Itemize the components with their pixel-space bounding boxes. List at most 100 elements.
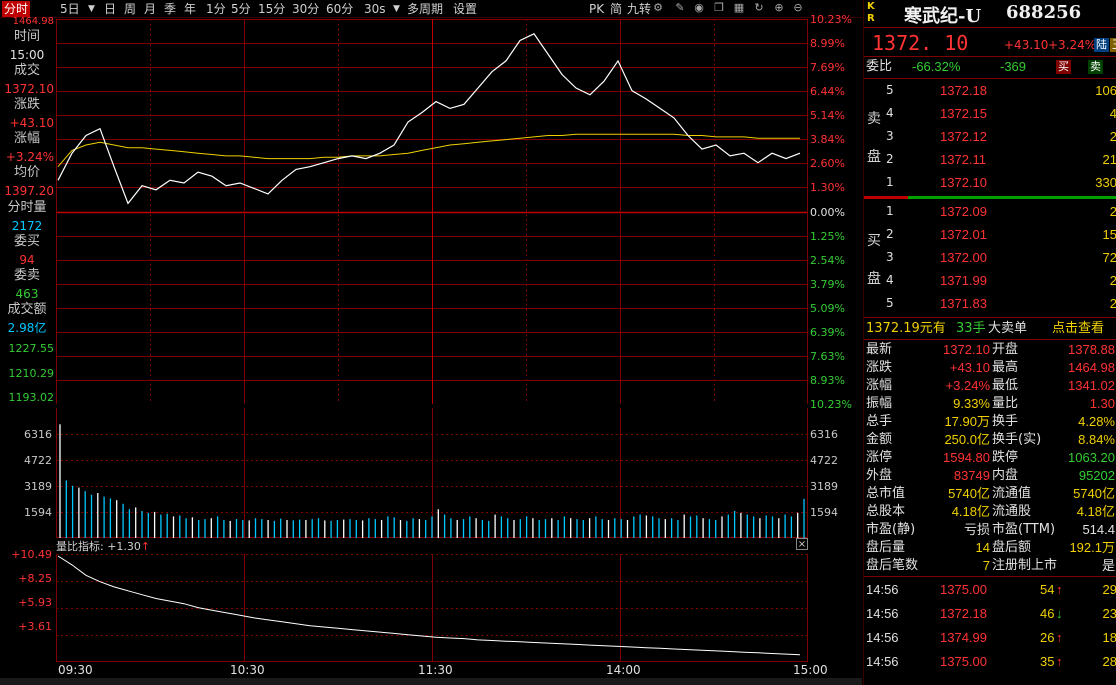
big-order-link[interactable]: 点击查看 xyxy=(1052,321,1105,336)
big-order-text: 大卖单 xyxy=(988,321,1028,336)
intraday-price-chart[interactable] xyxy=(56,19,808,404)
order-ratio-label: 委比 xyxy=(866,59,893,74)
quote-label: 最低 xyxy=(992,378,1019,393)
quote-value: 1.30 xyxy=(1089,396,1115,411)
arrow-up-icon: ↑ xyxy=(1056,630,1063,645)
order-book-row[interactable]: 2 1372.11 21 xyxy=(864,148,1116,171)
order-volume: 2 xyxy=(1109,204,1116,219)
chevron-down-icon[interactable]: ▼ xyxy=(393,4,400,14)
multi-period-button[interactable]: 多周期 xyxy=(407,2,444,16)
tick-row[interactable]: 14:56 1375.00 54 ↑ 29 xyxy=(864,578,1116,602)
time-value: 15:00 xyxy=(9,48,45,62)
order-book-row[interactable]: 3 1372.12 2 xyxy=(864,125,1116,148)
order-book-row[interactable]: 2 1372.01 15 xyxy=(864,223,1116,246)
refresh-icon[interactable]: ↻ xyxy=(754,1,764,14)
quote-value: 亏损 xyxy=(963,522,990,537)
quote-label: 盘后量 xyxy=(866,540,906,555)
nine-turn-button[interactable]: 九转 xyxy=(627,2,652,16)
tab-quarter[interactable]: 季 xyxy=(164,2,177,16)
tab-60min[interactable]: 60分 xyxy=(326,2,354,16)
order-volume: 15 xyxy=(1102,227,1116,242)
tick-time: 14:56 xyxy=(866,582,899,597)
quote-value: 514.4 xyxy=(1082,522,1115,537)
quote-panel: K R 寒武纪-U 688256 1372. 10 +43.10 +3.24% … xyxy=(863,0,1116,685)
order-level: 4 xyxy=(886,273,894,287)
tab-month[interactable]: 月 xyxy=(144,2,157,16)
order-book-row[interactable]: 1 1372.10 330 xyxy=(864,171,1116,194)
eye-icon[interactable]: ◉ xyxy=(694,1,704,14)
kr-badge-r: R xyxy=(867,13,875,24)
copy-icon[interactable]: ❐ xyxy=(714,1,724,14)
gear-icon[interactable]: ⚙ xyxy=(653,1,663,14)
order-price: 1372.11 xyxy=(940,152,987,167)
quote-label: 内盘 xyxy=(992,468,1019,483)
quote-row: 金额 250.0亿 换手(实) 8.84% xyxy=(864,431,1116,449)
order-volume: 106 xyxy=(1095,83,1116,98)
settings-button[interactable]: 设置 xyxy=(453,2,478,16)
quote-label: 最新 xyxy=(866,342,893,357)
tab-1min[interactable]: 1分 xyxy=(206,2,226,16)
pct-value: +3.24% xyxy=(5,150,54,164)
tab-15min[interactable]: 15分 xyxy=(258,2,286,16)
tab-day[interactable]: 日 xyxy=(104,2,117,16)
pct-axis: 10.23% 8.99% 7.69% 6.44% 5.14% 3.84% 2.60% 1.30… xyxy=(810,12,862,412)
chevron-down-icon[interactable]: ▼ xyxy=(88,4,95,14)
tick-volume: 26 xyxy=(1040,630,1055,645)
simple-button[interactable]: 简 xyxy=(610,2,623,16)
tick-row[interactable]: 14:56 1374.99 26 ↑ 18 xyxy=(864,626,1116,650)
quote-row: 振幅 9.33% 量比 1.30 xyxy=(864,395,1116,413)
pencil-icon[interactable]: ✎ xyxy=(675,1,685,14)
tab-week[interactable]: 周 xyxy=(124,2,137,16)
quote-value: 14 xyxy=(975,540,990,555)
order-price: 1372.00 xyxy=(940,250,987,265)
average-price-line xyxy=(57,133,800,168)
divider xyxy=(864,56,1116,57)
time-axis-label: 10:30 xyxy=(230,663,265,677)
bid-value: 94 xyxy=(19,253,35,267)
sell-button[interactable]: 卖 xyxy=(1088,60,1103,74)
quote-value: 9.33% xyxy=(953,396,990,411)
volume-chart[interactable] xyxy=(56,408,808,538)
tab-5day[interactable]: 5日 xyxy=(60,2,80,16)
pk-button[interactable]: PK xyxy=(589,2,605,16)
order-book-row[interactable]: 5 1372.18 106 xyxy=(864,79,1116,102)
ask-label: 委卖 xyxy=(13,268,40,283)
order-book-row[interactable]: 5 1371.83 2 xyxy=(864,292,1116,315)
bid-label: 委买 xyxy=(13,234,40,249)
order-book-row[interactable]: 3 1372.00 72 xyxy=(864,246,1116,269)
volume-ratio-chart[interactable] xyxy=(56,554,808,662)
bottom-tab-strip[interactable] xyxy=(0,678,862,685)
deal-value: 1372.10 xyxy=(4,82,54,96)
order-book-row[interactable]: 1 1372.09 2 xyxy=(864,200,1116,223)
arrow-down-icon: ↓ xyxy=(1056,606,1063,621)
quote-label: 涨跌 xyxy=(866,360,893,375)
pct-axis-label: 1.25% xyxy=(810,230,845,243)
tick-price: 1372.18 xyxy=(940,606,987,621)
minute-vol-value: 2172 xyxy=(11,219,43,233)
layout-icon[interactable]: ▦ xyxy=(733,1,745,14)
quote-value: 192.1万 xyxy=(1069,540,1115,555)
quote-label: 振幅 xyxy=(866,396,893,411)
tab-intraday[interactable]: 分时 xyxy=(2,1,31,17)
buy-button[interactable]: 买 xyxy=(1056,60,1071,74)
tick-row[interactable]: 14:56 1375.00 35 ↑ 28 xyxy=(864,650,1116,674)
buy-strength-bar xyxy=(908,196,1116,199)
indicator-axis-label: +10.49 xyxy=(11,548,52,561)
pct-axis-label: 6.44% xyxy=(810,85,845,98)
tick-row[interactable]: 14:56 1372.18 46 ↓ 23 xyxy=(864,602,1116,626)
quote-row: 外盘 83749 内盘 95202 xyxy=(864,467,1116,485)
zoom-out-icon[interactable]: ⊖ xyxy=(793,1,803,14)
tab-year[interactable]: 年 xyxy=(184,2,197,16)
price-change: +43.10 xyxy=(1004,38,1049,52)
tab-30min[interactable]: 30分 xyxy=(292,2,320,16)
amount-value: 2.98亿 xyxy=(7,321,47,335)
hk-connect-badge: 陆 xyxy=(1094,38,1109,52)
order-book-row[interactable]: 4 1372.15 4 xyxy=(864,102,1116,125)
order-book-row[interactable]: 4 1371.99 2 xyxy=(864,269,1116,292)
tab-5min[interactable]: 5分 xyxy=(231,2,251,16)
zoom-in-icon[interactable]: ⊕ xyxy=(774,1,784,14)
quote-value: 1341.02 xyxy=(1068,378,1115,393)
amount-label: 成交额 xyxy=(7,302,47,317)
tab-30s[interactable]: 30s xyxy=(364,2,386,16)
indicator-close-button[interactable]: × xyxy=(796,538,808,550)
